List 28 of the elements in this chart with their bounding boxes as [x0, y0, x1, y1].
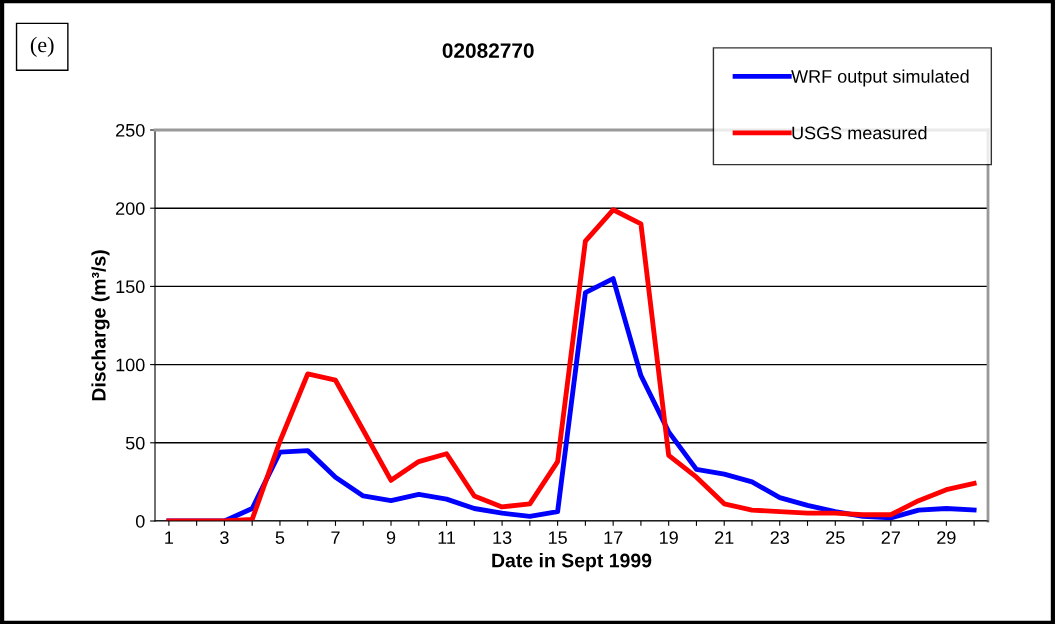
x-tick-label: 21 — [715, 531, 734, 544]
x-tick-label: 23 — [770, 531, 789, 544]
legend-label: USGS measured — [792, 126, 927, 140]
text: (e) — [30, 36, 54, 57]
y-tick-label: 200 — [116, 202, 145, 215]
x-tick-label: 25 — [826, 531, 845, 544]
x-tick-label: 7 — [331, 531, 340, 544]
x-tick-label: 19 — [660, 531, 678, 544]
y-tick-label: 50 — [125, 436, 145, 450]
x-tick-label: 17 — [604, 531, 623, 544]
x-tick-label: 29 — [937, 531, 956, 544]
x-tick-label: 13 — [493, 531, 512, 544]
x-tick-label: 11 — [438, 531, 456, 544]
x-tick-label: 1 — [165, 531, 174, 544]
x-axis-title: Date in Sept 1999 — [492, 553, 652, 572]
x-tick-label: 27 — [881, 531, 900, 544]
y-tick-label: 150 — [116, 280, 145, 294]
y-axis-title: Discharge (m³/s) — [91, 250, 110, 401]
chart-title: 02082770 — [442, 43, 534, 58]
line-series — [166, 207, 977, 521]
x-tick-label: 9 — [386, 531, 396, 544]
y-tick-label: 250 — [116, 123, 145, 137]
x-tick-label: 3 — [220, 531, 229, 544]
x-tick-label: 5 — [275, 531, 285, 544]
x-tick-label: 15 — [548, 531, 567, 544]
y-tick-label: 0 — [135, 514, 145, 528]
y-tick-label: 100 — [116, 358, 145, 372]
legend-label: WRF output simulated — [791, 69, 969, 87]
